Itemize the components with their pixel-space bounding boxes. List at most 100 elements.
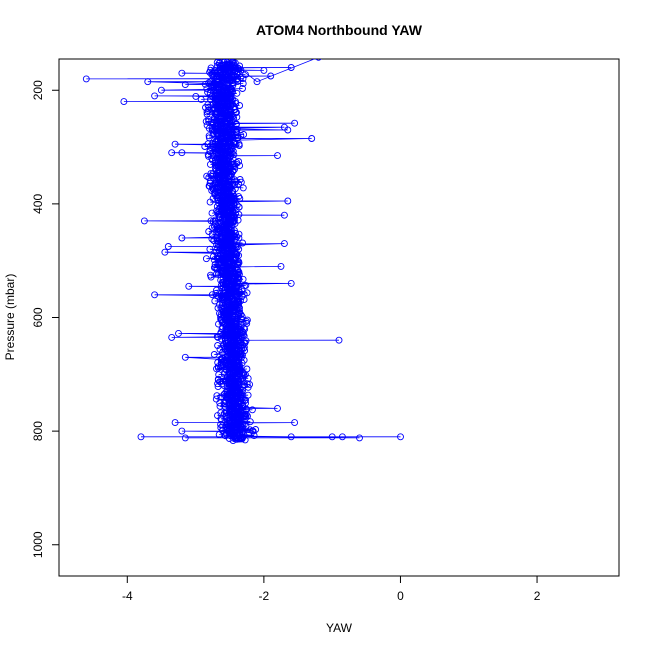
data-point xyxy=(246,418,254,426)
data-point xyxy=(82,75,90,83)
x-tick-label: 0 xyxy=(397,589,404,603)
data-point xyxy=(225,435,233,443)
x-axis-label: YAW xyxy=(326,621,353,635)
data-point xyxy=(232,125,240,133)
data-point xyxy=(208,291,216,299)
series-line xyxy=(86,59,401,442)
data-point xyxy=(267,72,275,80)
data-point xyxy=(202,117,210,125)
data-point xyxy=(239,184,247,192)
data-point xyxy=(287,279,295,287)
data-point xyxy=(151,92,159,100)
data-point xyxy=(239,75,247,83)
data-point xyxy=(213,365,220,373)
data-point xyxy=(239,328,247,336)
data-point xyxy=(230,114,238,122)
data-point xyxy=(175,329,182,337)
data-point xyxy=(242,422,250,430)
data-point xyxy=(291,119,299,127)
data-point xyxy=(120,98,128,106)
data-point xyxy=(181,81,189,89)
data-point xyxy=(216,402,224,410)
data-point xyxy=(240,282,248,290)
data-point xyxy=(210,351,218,358)
data-point xyxy=(238,435,246,443)
y-axis: 200 400 600 800 1000 xyxy=(31,80,60,558)
data-point xyxy=(240,290,248,298)
data-point xyxy=(233,89,241,97)
data-point xyxy=(205,117,213,125)
data-point xyxy=(201,80,209,88)
y-tick-label: 600 xyxy=(31,307,45,327)
data-point xyxy=(207,217,215,225)
data-point xyxy=(164,243,172,250)
data-point xyxy=(235,234,243,242)
data-point xyxy=(239,239,247,247)
chart-title: ATOM4 Northbound YAW xyxy=(256,22,423,38)
data-point xyxy=(178,149,186,157)
data-point xyxy=(243,316,251,324)
y-tick-label: 400 xyxy=(31,194,45,214)
data-point xyxy=(236,102,244,109)
data-point xyxy=(248,406,256,414)
data-point xyxy=(178,427,186,435)
data-point xyxy=(241,436,249,444)
data-point xyxy=(274,404,281,412)
x-tick-label: 2 xyxy=(534,589,541,603)
data-point xyxy=(231,435,239,443)
data-point xyxy=(260,66,268,74)
data-point xyxy=(202,255,210,263)
data-point xyxy=(215,371,223,379)
data-point xyxy=(215,431,223,439)
y-axis-label: Pressure (mbar) xyxy=(3,274,17,361)
data-point xyxy=(235,142,243,149)
data-point xyxy=(235,275,243,283)
data-point xyxy=(178,234,186,242)
data-point xyxy=(213,286,220,294)
data-point xyxy=(237,315,245,323)
data-point xyxy=(140,217,148,225)
data-point xyxy=(206,245,214,253)
data-point xyxy=(335,336,343,344)
data-point xyxy=(211,216,219,224)
data-point xyxy=(338,433,346,441)
data-point xyxy=(239,85,246,92)
data-point xyxy=(185,282,193,290)
data-point xyxy=(253,78,261,86)
data-point xyxy=(204,107,212,115)
data-point xyxy=(214,333,222,341)
data-point xyxy=(231,220,239,228)
data-point xyxy=(277,262,285,270)
data-point xyxy=(250,432,258,439)
data-point xyxy=(240,343,248,351)
data-point xyxy=(206,160,214,168)
data-point xyxy=(215,293,223,301)
data-point xyxy=(211,297,219,305)
data-point xyxy=(144,78,152,86)
x-axis: -4 -2 0 2 xyxy=(122,575,541,603)
data-point xyxy=(213,392,221,400)
data-point xyxy=(230,196,238,204)
data-point xyxy=(238,292,246,300)
data-point xyxy=(235,270,243,278)
data-point xyxy=(280,240,288,248)
data-point xyxy=(232,210,239,218)
plot-area xyxy=(82,59,404,445)
data-point xyxy=(231,163,239,171)
plot-frame xyxy=(58,58,620,577)
data-point xyxy=(239,275,247,283)
data-point xyxy=(308,135,316,142)
data-point xyxy=(210,72,218,80)
data-point xyxy=(209,139,217,147)
data-point xyxy=(229,437,237,445)
data-point xyxy=(203,110,211,118)
data-point xyxy=(287,433,295,441)
data-point xyxy=(203,108,211,116)
data-point xyxy=(328,433,336,441)
data-point xyxy=(284,197,292,205)
data-point xyxy=(178,69,186,77)
x-tick-label: -4 xyxy=(122,589,133,603)
data-point xyxy=(239,80,247,87)
